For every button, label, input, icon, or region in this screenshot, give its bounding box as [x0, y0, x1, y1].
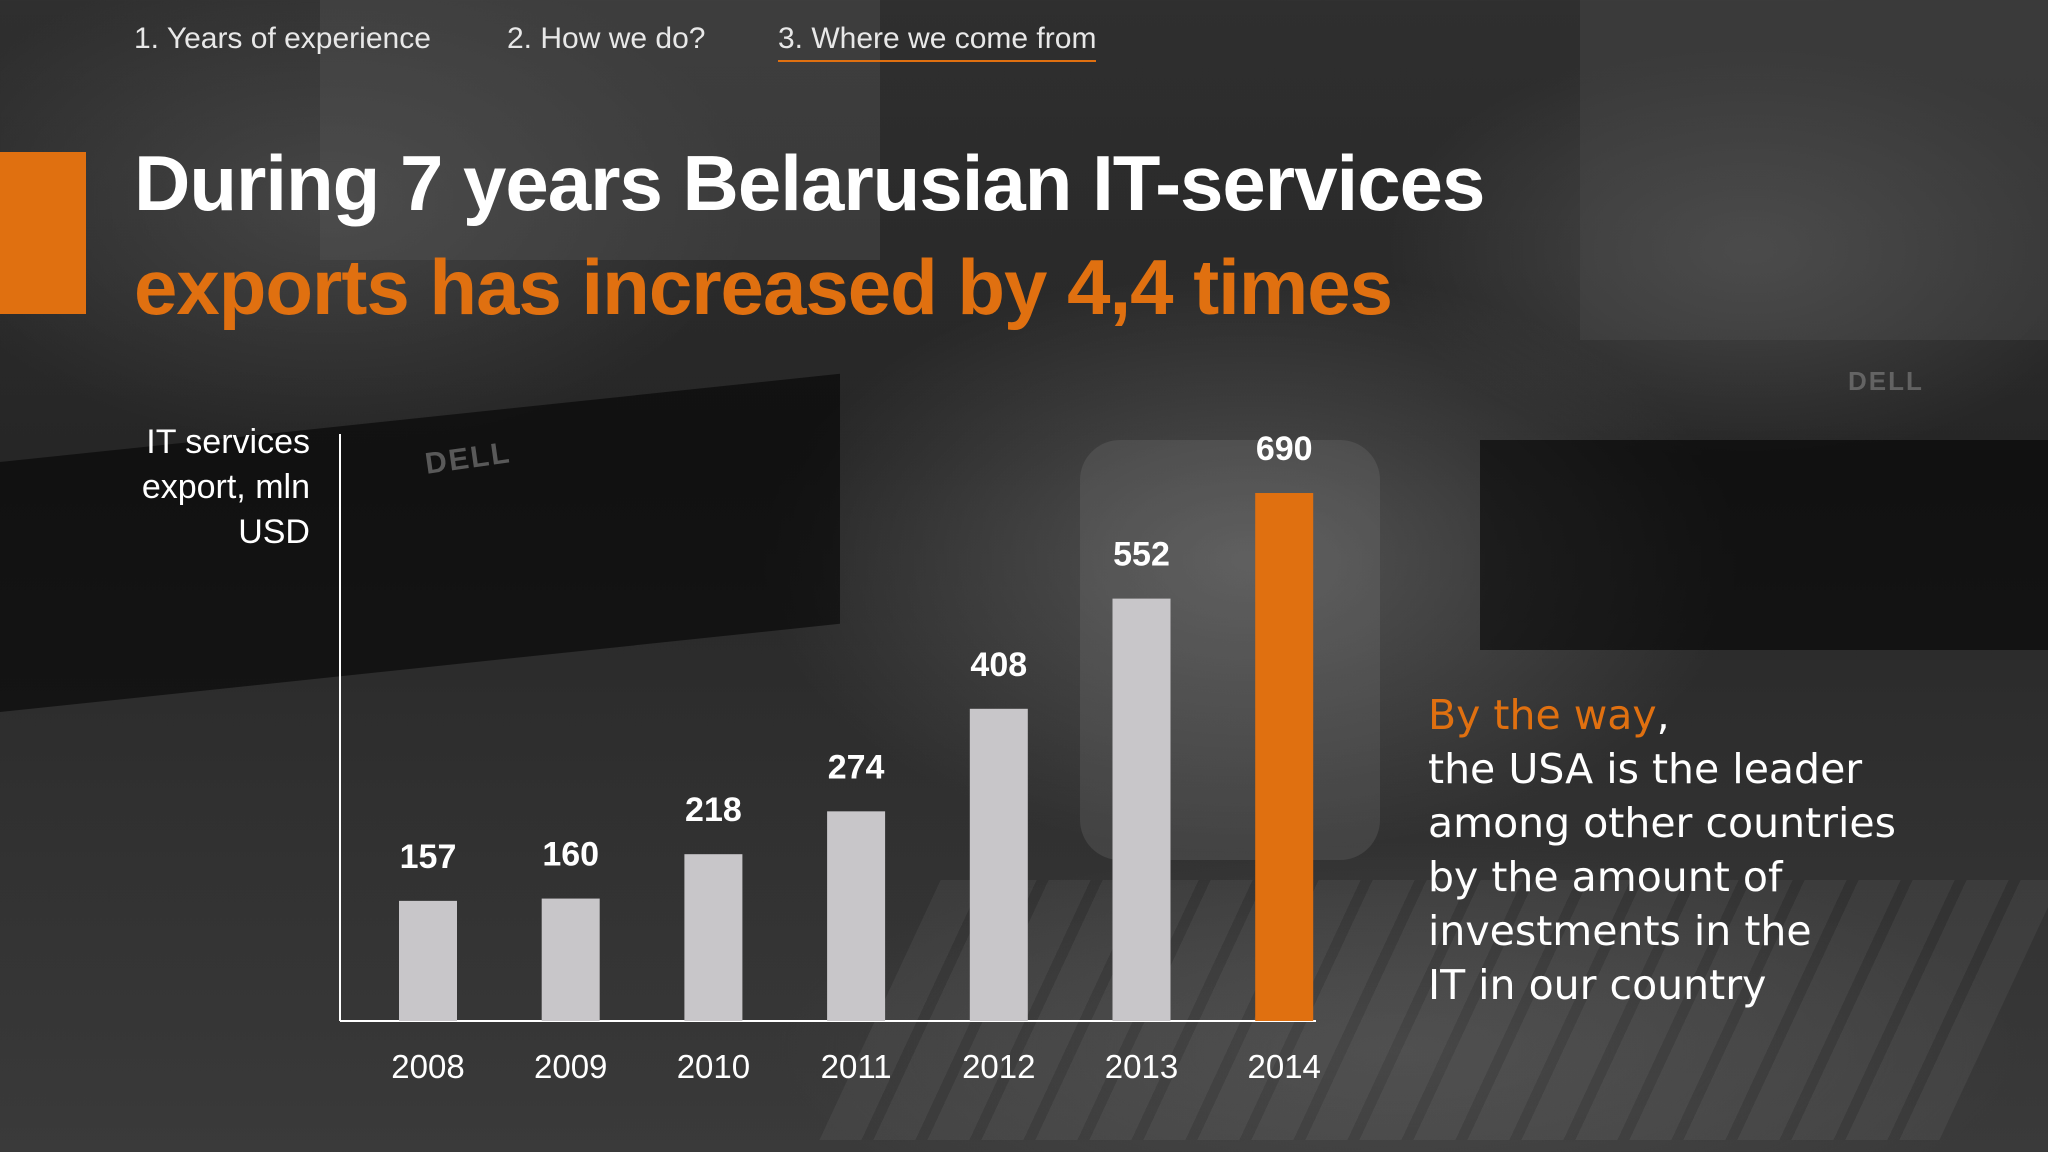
bar-value-label: 218 [685, 791, 742, 829]
background-monitor-screen [320, 0, 880, 260]
x-tick-label: 2009 [534, 1048, 607, 1085]
x-tick-label: 2011 [821, 1048, 892, 1085]
bar-2010 [684, 854, 743, 1021]
side-note-comma: , [1656, 691, 1670, 739]
bar-2013 [1112, 598, 1171, 1021]
background-logo-right: DELL [1848, 366, 1924, 396]
tab-years-of-experience[interactable]: 1. Years of experience [134, 22, 431, 55]
x-tick-label: 2010 [677, 1048, 750, 1085]
side-note-line: IT in our country [1428, 961, 1767, 1009]
bar-2012 [969, 708, 1028, 1021]
bar-2014 [1255, 493, 1314, 1022]
bar-value-label: 690 [1256, 430, 1313, 468]
bar-2009 [541, 898, 600, 1021]
side-note-line: investments in the [1428, 907, 1812, 955]
background-monitor-screen-right [1580, 0, 2048, 340]
side-note-line: by the amount of [1428, 853, 1783, 901]
x-tick-label: 2014 [1247, 1048, 1320, 1085]
side-note-line: among other countries [1428, 799, 1896, 847]
page-title-line-2: exports has increased by 4,4 times [134, 243, 1393, 331]
side-note-highlight: By the way [1428, 691, 1657, 739]
x-tick-label: 2012 [962, 1048, 1035, 1085]
bar-2008 [399, 900, 457, 1021]
side-note-first-line: By the way, [1428, 688, 2028, 742]
bar-value-label: 408 [970, 646, 1027, 684]
x-tick-label: 2013 [1105, 1048, 1178, 1085]
side-note: By the way, the USA is the leader among … [1428, 688, 2028, 1012]
bar-2011 [827, 811, 886, 1021]
background-monitor-right [1480, 440, 2048, 650]
bar-value-label: 274 [828, 748, 885, 786]
x-tick-label: 2008 [391, 1048, 464, 1085]
bar-value-label: 160 [542, 836, 599, 874]
accent-block [0, 152, 86, 314]
side-note-line: the USA is the leader [1428, 745, 1863, 793]
page-title-line-1: During 7 years Belarusian IT-services [134, 139, 1485, 227]
bar-value-label: 552 [1113, 536, 1170, 574]
bar-value-label: 157 [400, 838, 457, 876]
chart-y-axis-label: IT services export, mln USD [141, 423, 310, 551]
tab-how-we-do[interactable]: 2. How we do? [507, 22, 706, 55]
tab-where-we-come-from[interactable]: 3. Where we come from [778, 22, 1097, 62]
